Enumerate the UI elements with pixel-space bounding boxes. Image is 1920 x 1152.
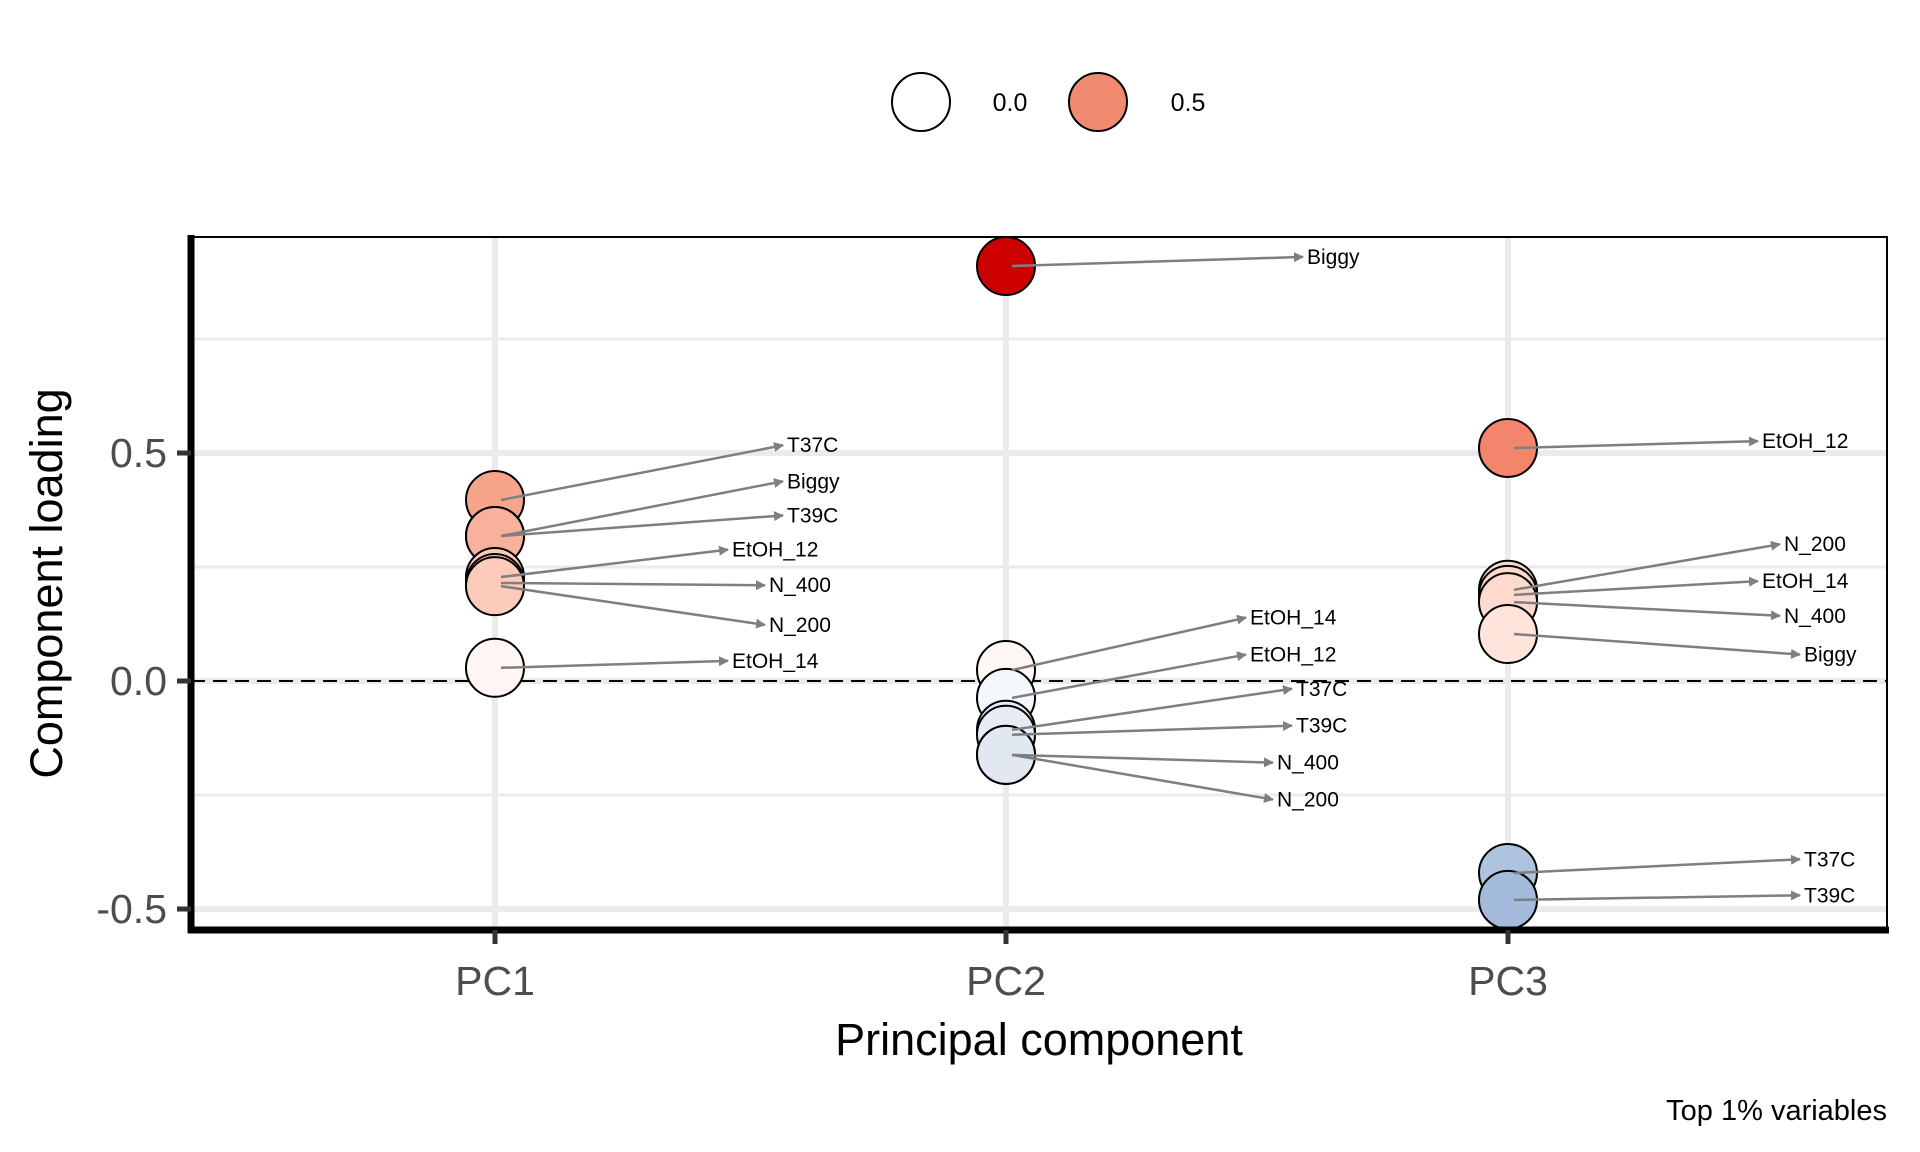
label-arrow (1513, 600, 1781, 621)
x-tick-label: PC2 (966, 958, 1046, 1004)
point-label-pc2-biggy: Biggy (1307, 246, 1360, 269)
label-arrow (500, 580, 766, 591)
label-arrow (1011, 651, 1247, 700)
label-arrow (500, 656, 729, 670)
panel-background (191, 237, 1887, 930)
point-label-pc2-t39c: T39C (1296, 715, 1347, 738)
point-label-pc2-etoh-12: EtOH_12 (1250, 644, 1336, 667)
data-point-biggy (1478, 604, 1538, 665)
label-arrow (500, 478, 784, 538)
point-label-pc3-n-400: N_400 (1784, 605, 1846, 628)
point-label-pc3-n-200: N_200 (1784, 533, 1846, 556)
plot-panel: T37C Biggy T39C EtOH_12 N_400 N_200 EtOH_14 Big… (187, 235, 1889, 934)
data-points (465, 236, 1538, 930)
point-label-pc3-etoh-12: EtOH_12 (1762, 430, 1848, 453)
point-label-pc3-t39c: T39C (1804, 884, 1855, 907)
point-label-pc2-n-400: N_400 (1277, 752, 1339, 775)
label-arrow (1513, 540, 1781, 592)
y-tick-label: -0.5 (96, 886, 167, 932)
point-label-pc1-etoh-12: EtOH_12 (732, 539, 818, 562)
point-label-pc1-etoh-14: EtOH_14 (732, 650, 819, 673)
label-arrow (1011, 252, 1304, 268)
point-labels: T37C Biggy T39C EtOH_12 N_400 N_200 EtOH_14 Big… (732, 246, 1857, 907)
point-label-pc1-t39c: T39C (787, 504, 838, 527)
x-tick-label: PC3 (1468, 958, 1548, 1004)
legend-swatch-low (891, 72, 951, 132)
x-axis-ticks: PC1 PC2 PC3 (455, 930, 1548, 1004)
label-arrow (1513, 436, 1759, 450)
label-arrow (1513, 890, 1801, 902)
point-label-pc2-n-200: N_200 (1277, 789, 1339, 812)
legend-label-low: 0.0 (993, 89, 1028, 117)
label-arrow (1513, 854, 1801, 875)
label-arrow (1513, 576, 1759, 597)
label-arrow (1011, 753, 1274, 803)
point-label-pc1-n-200: N_200 (769, 614, 831, 637)
point-label-pc2-t37c: T37C (1296, 678, 1347, 701)
label-arrow (1011, 614, 1247, 672)
point-label-pc3-t37c: T37C (1804, 848, 1855, 871)
label-arrow (1513, 632, 1801, 659)
point-label-pc3-etoh-14: EtOH_14 (1762, 570, 1849, 593)
x-axis-title: Principal component (835, 1014, 1243, 1065)
chart-caption: Top 1% variables (1666, 1095, 1887, 1127)
label-arrow (1011, 720, 1293, 737)
point-label-pc1-biggy: Biggy (787, 470, 840, 493)
label-arrow (1011, 685, 1293, 732)
label-arrow (1011, 753, 1274, 768)
data-point-n-200 (465, 556, 525, 617)
point-label-pc3-biggy: Biggy (1804, 644, 1857, 667)
point-label-pc1-t37c: T37C (787, 434, 838, 457)
y-tick-label: 0.0 (110, 658, 167, 704)
legend: 0.0 0.5 (891, 72, 1206, 132)
y-tick-label: 0.5 (110, 430, 167, 476)
y-axis-title: Component loading (21, 388, 72, 778)
y-axis-ticks: -0.5 0.0 0.5 (96, 430, 191, 932)
point-label-pc1-n-400: N_400 (769, 574, 831, 597)
x-tick-label: PC1 (455, 958, 535, 1004)
label-arrow (500, 545, 729, 579)
label-arrow (500, 584, 766, 629)
label-arrows (500, 252, 1801, 902)
label-arrow (500, 442, 784, 502)
point-label-pc2-etoh-14: EtOH_14 (1250, 607, 1337, 630)
label-arrow (500, 511, 784, 538)
legend-swatch-high (1068, 72, 1128, 132)
legend-label-high: 0.5 (1171, 89, 1206, 117)
